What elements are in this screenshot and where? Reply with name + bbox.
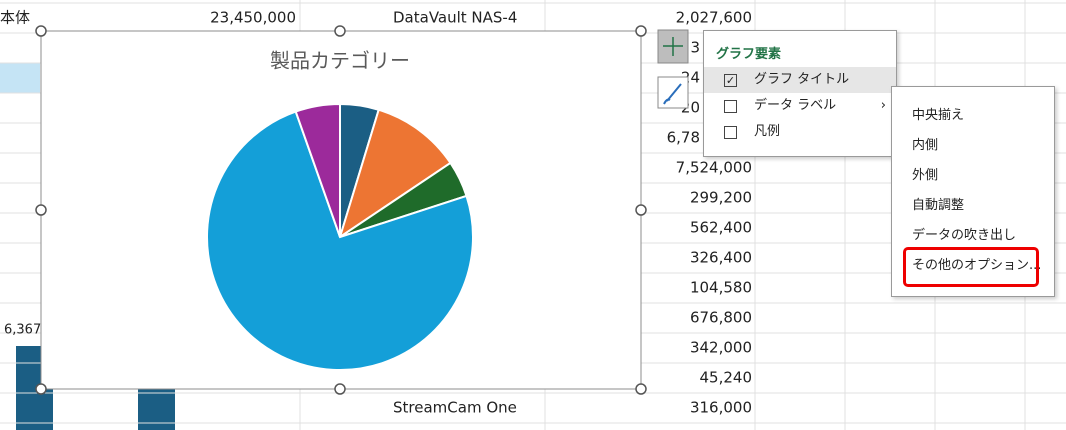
menu-label: 凡例 xyxy=(754,124,781,139)
cell-text: DataVault NAS-4 xyxy=(393,9,517,27)
resize-handle xyxy=(35,25,47,37)
cell-text: StreamCam One xyxy=(393,399,517,417)
bar-label: 6,367 xyxy=(4,323,41,338)
checkbox xyxy=(724,126,737,139)
menu-item[interactable]: 凡例 xyxy=(704,119,896,145)
cell-value: 676,800 xyxy=(690,309,752,327)
checkbox: ✓ xyxy=(724,74,737,87)
submenu-arrow: › xyxy=(880,98,886,113)
resize-handle xyxy=(35,383,47,395)
plus-icon xyxy=(663,37,683,56)
cell-value: 2,027,600 xyxy=(676,9,752,27)
resize-handle xyxy=(35,204,47,216)
cell-value: 104,580 xyxy=(690,279,752,297)
submenu-item[interactable]: データの吹き出し xyxy=(912,228,1017,243)
menu-item[interactable]: ✓ グラフ タイトル xyxy=(704,67,896,93)
pie-slice xyxy=(294,102,341,238)
cell-value: 342,000 xyxy=(690,339,752,357)
submenu-item[interactable]: 内側 xyxy=(912,138,939,153)
data-label-submenu: 中央揃え内側外側自動調整データの吹き出しその他のオプション... xyxy=(891,86,1055,297)
cell-value: 7,524,000 xyxy=(676,159,752,177)
resize-handle xyxy=(635,383,647,395)
brush-icon xyxy=(663,83,682,105)
menu-item[interactable]: データ ラベル › xyxy=(704,93,896,119)
selected-cell xyxy=(0,63,40,93)
cell-value: 326,400 xyxy=(690,249,752,267)
cell-text: 本体 xyxy=(0,9,30,27)
bg-bar xyxy=(138,389,175,430)
cell-value: 316,000 xyxy=(690,399,752,417)
resize-handle xyxy=(334,383,346,395)
menu-title: グラフ要素 xyxy=(716,47,782,62)
resize-handle xyxy=(334,25,346,37)
submenu-item[interactable]: その他のオプション... xyxy=(912,258,1042,273)
cell-value: 3 xyxy=(690,39,700,57)
checkbox xyxy=(724,100,737,113)
submenu-item[interactable]: 中央揃え xyxy=(912,108,965,123)
pie-slice xyxy=(338,108,452,240)
cell-value: 562,400 xyxy=(690,219,752,237)
chart-title: 製品カテゴリー xyxy=(270,49,410,73)
submenu-item[interactable]: 自動調整 xyxy=(912,198,965,213)
cell-value: 45,240 xyxy=(700,369,753,387)
pie-slice xyxy=(206,110,474,371)
resize-handle xyxy=(635,25,647,37)
highlight-box xyxy=(903,247,1039,287)
resize-handle xyxy=(635,204,647,216)
cell-text: 23,450,000 xyxy=(210,9,296,27)
chart-elements-menu: グラフ要素 ✓ グラフ タイトル データ ラベル › 凡例 xyxy=(703,30,897,157)
cell-value: 6,78 xyxy=(667,129,700,147)
menu-label: データ ラベル xyxy=(754,98,837,113)
cell-value: 299,200 xyxy=(690,189,752,207)
menu-label: グラフ タイトル xyxy=(754,72,850,87)
submenu-item[interactable]: 外側 xyxy=(912,168,939,183)
